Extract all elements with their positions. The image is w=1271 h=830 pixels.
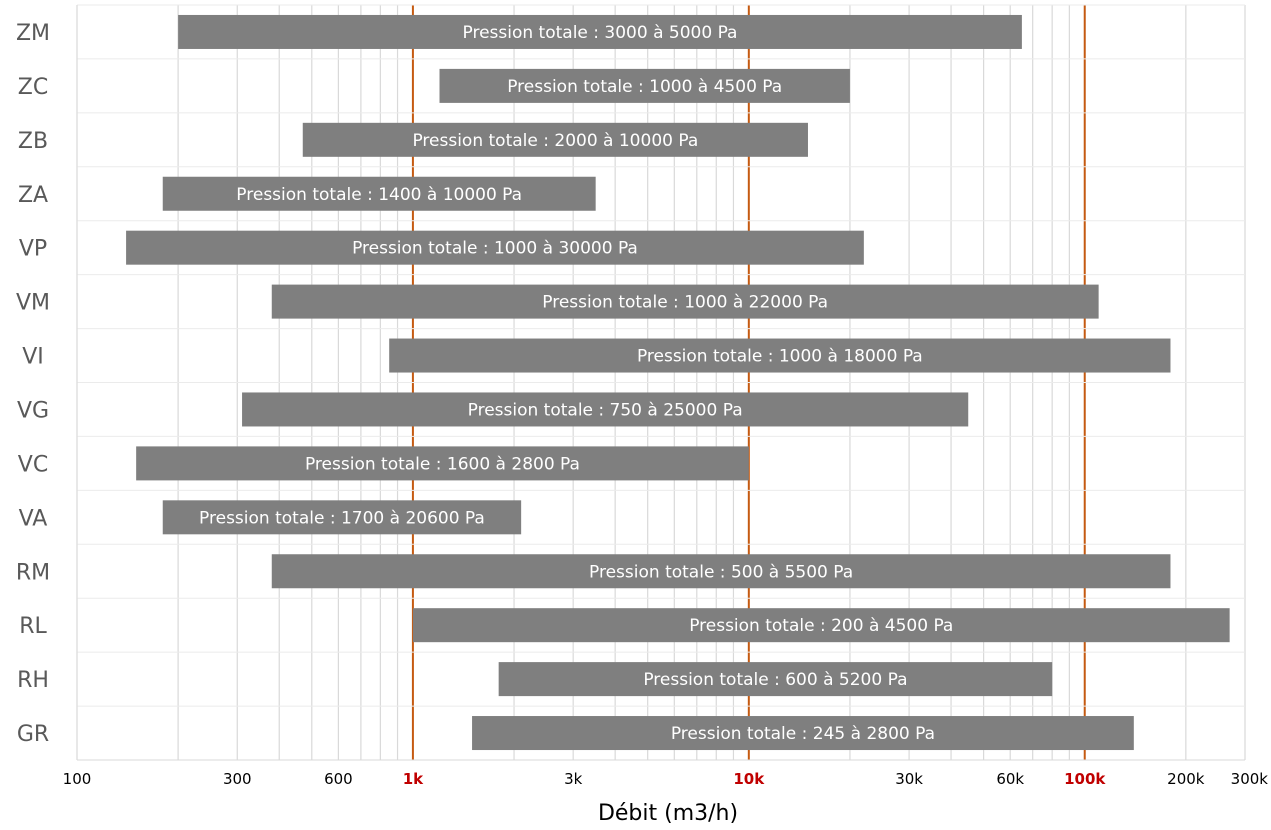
category-label-vc: VC	[18, 452, 48, 477]
x-tick-labels: 100 300 600 1k 3k 10k 30k 60k 100k 200k 300k	[63, 770, 1269, 788]
x-tick-label: 600	[324, 770, 353, 788]
x-tick-label: 10k	[733, 770, 765, 788]
bar-rl	[412, 608, 1230, 643]
bar-vp	[126, 230, 864, 265]
category-label-rl: RL	[19, 614, 47, 639]
bar-za	[162, 176, 596, 211]
bar-label-za: Pression totale : 1400 à 10000 Pa	[236, 185, 522, 205]
grid-layer	[76, 4, 1246, 761]
bar-label-gr: Pression totale : 245 à 2800 Pa	[671, 724, 935, 744]
x-tick-label: 300	[223, 770, 252, 788]
category-label-gr: GR	[17, 722, 49, 747]
bar-zb	[302, 122, 808, 157]
bar-label-rm: Pression totale : 500 à 5500 Pa	[589, 562, 853, 582]
category-label-zc: ZC	[18, 75, 48, 100]
bar-label-vc: Pression totale : 1600 à 2800 Pa	[305, 454, 580, 474]
x-tick-label: 300k	[1231, 770, 1269, 788]
category-label-vi: VI	[22, 345, 44, 370]
bars-layer: Pression totale : 3000 à 5000 Pa Pression…	[126, 14, 1230, 751]
category-label-zb: ZB	[18, 129, 48, 154]
x-tick-label: 1k	[403, 770, 424, 788]
x-tick-label: 60k	[996, 770, 1024, 788]
bar-label-vp: Pression totale : 1000 à 30000 Pa	[352, 239, 638, 259]
bar-vg	[242, 392, 969, 427]
bar-label-zm: Pression totale : 3000 à 5000 Pa	[463, 23, 738, 43]
bar-label-vi: Pression totale : 1000 à 18000 Pa	[637, 347, 923, 367]
bar-label-vg: Pression totale : 750 à 25000 Pa	[468, 400, 743, 420]
x-tick-label: 3k	[564, 770, 583, 788]
x-tick-label: 30k	[895, 770, 923, 788]
bar-vc	[136, 446, 749, 481]
category-label-vp: VP	[19, 237, 47, 262]
category-label-va: VA	[19, 506, 48, 531]
x-tick-label: 100	[63, 770, 92, 788]
bar-label-vm: Pression totale : 1000 à 22000 Pa	[542, 293, 828, 313]
category-label-rm: RM	[16, 560, 50, 585]
category-labels: ZM ZC ZB ZA VP VM VI VG VC VA RM RL RH GR	[16, 21, 50, 747]
bar-rh	[498, 662, 1053, 697]
bar-vm	[271, 284, 1099, 319]
x-tick-label: 100k	[1064, 770, 1106, 788]
bar-gr	[472, 716, 1134, 751]
bar-rm	[271, 554, 1171, 589]
bar-label-zb: Pression totale : 2000 à 10000 Pa	[412, 131, 698, 151]
category-label-rh: RH	[17, 668, 49, 693]
x-axis-title: Débit (m3/h)	[598, 801, 738, 826]
bar-zm	[178, 14, 1022, 49]
category-label-vm: VM	[16, 291, 50, 316]
category-label-zm: ZM	[16, 21, 50, 46]
bar-label-rh: Pression totale : 600 à 5200 Pa	[643, 670, 907, 690]
bar-va	[162, 500, 522, 535]
category-label-za: ZA	[18, 183, 48, 208]
bar-label-va: Pression totale : 1700 à 20600 Pa	[199, 508, 485, 528]
bar-vi	[389, 338, 1171, 373]
bar-zc	[439, 68, 850, 103]
bar-label-zc: Pression totale : 1000 à 4500 Pa	[507, 77, 782, 97]
category-label-vg: VG	[17, 398, 49, 423]
x-tick-label: 200k	[1167, 770, 1205, 788]
bar-label-rl: Pression totale : 200 à 4500 Pa	[689, 616, 953, 636]
